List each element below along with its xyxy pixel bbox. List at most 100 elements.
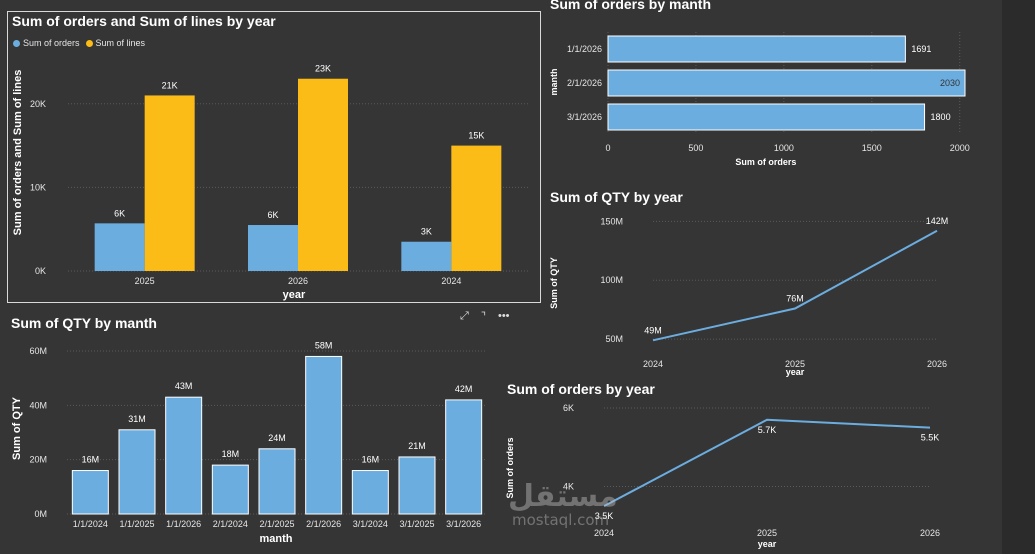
y-tick-label: 3/1/2026 — [567, 112, 602, 122]
x-axis-title: year — [786, 367, 805, 377]
bar-lines — [144, 95, 195, 271]
bar — [607, 103, 926, 131]
y-tick-label: 2/1/2026 — [567, 78, 602, 88]
y-tick-label: 20K — [30, 99, 46, 109]
data-label: 23K — [315, 64, 331, 74]
focus-mode-icon[interactable]: ⤢ — [460, 310, 469, 322]
chart-plot: 4K 6K 2024 3.5K 2025 5.7K 2026 5.5K year Sum of o… — [505, 403, 940, 549]
x-tick-label: 500 — [688, 143, 703, 153]
chart-orders-lines-by-year[interactable]: Sum of orders and Sum of lines by year S… — [7, 11, 541, 303]
data-label: 31M — [128, 414, 146, 424]
chart-plot: 50M 100M 150M 2024 49M 2025 76M 2026 142M year Sum… — [549, 216, 948, 377]
x-tick-label: 2024 — [441, 276, 461, 286]
x-tick-label: 2025 — [757, 528, 777, 538]
data-label: 16M — [82, 455, 100, 465]
y-tick-label: 40M — [29, 400, 47, 410]
data-label: 6K — [267, 210, 278, 220]
more-options-icon[interactable]: ••• — [497, 310, 510, 322]
y-tick-label: 6K — [563, 403, 574, 413]
bar — [305, 355, 343, 515]
visual-header-icons: ⤢ ⌝ ••• — [460, 310, 510, 323]
data-label: 5.5K — [921, 433, 940, 443]
x-tick-label: 1/1/2026 — [166, 519, 201, 529]
y-tick-label: 4K — [563, 482, 574, 492]
chart-title: Sum of QTY by manth — [11, 315, 157, 331]
x-axis-title: year — [758, 539, 777, 549]
x-tick-label: 2024 — [643, 359, 663, 369]
x-tick-label: 2/1/2026 — [306, 519, 341, 529]
chart-legend: Sum of orders Sum of lines — [13, 38, 145, 48]
data-label: 76M — [786, 293, 804, 303]
chart-qty-by-year[interactable]: Sum of QTY by year 50M 100M 150M 2024 49M 202… — [545, 185, 1000, 380]
x-tick-label: 3/1/2026 — [446, 519, 481, 529]
data-label: 18M — [222, 449, 240, 459]
chart-orders-by-year[interactable]: Sum of orders by year 4K 6K 2024 3.5K 2025 5.… — [503, 378, 1000, 554]
data-label: 3.5K — [595, 511, 614, 521]
y-tick-label: 100M — [600, 275, 623, 285]
watermark-arabic: مستقل — [508, 479, 618, 514]
bar — [607, 69, 966, 97]
y-tick-label: 1/1/2026 — [567, 44, 602, 54]
x-tick-label: 2024 — [594, 528, 614, 538]
x-axis-title: Sum of orders — [735, 157, 796, 167]
chart-plot: 0M 20M 40M 60M 16M 1/1/2024 31M 1/1/2025 43M 1/1/… — [11, 340, 487, 545]
bar-orders — [401, 241, 452, 271]
x-tick-label: 2/1/2024 — [213, 519, 248, 529]
data-label: 21K — [162, 80, 178, 90]
y-tick-label: 20M — [29, 455, 47, 465]
data-label: 3K — [421, 227, 432, 237]
bar-orders — [248, 225, 298, 271]
y-tick-label: 0K — [35, 266, 46, 276]
chart-title: Sum of QTY by year — [550, 189, 683, 205]
data-label: 43M — [175, 381, 193, 391]
chart-qty-by-manth[interactable]: Sum of QTY by manth 0M 20M 40M 60M 16M 1/1/20… — [7, 312, 502, 554]
data-label: 49M — [644, 325, 662, 335]
chart-title: Sum of orders by year — [507, 381, 655, 397]
x-tick-label: 0 — [605, 143, 610, 153]
y-axis-title: Sum of orders — [505, 437, 515, 498]
y-axis-title: manth — [549, 69, 559, 96]
data-label: 5.7K — [758, 425, 777, 435]
legend-swatch-blue — [13, 40, 20, 48]
x-axis-title: manth — [260, 533, 293, 545]
data-label: 1691 — [911, 44, 931, 54]
legend-item-lines[interactable]: Sum of lines — [85, 38, 146, 48]
legend-label: Sum of lines — [95, 38, 146, 48]
legend-label: Sum of orders — [23, 38, 80, 48]
y-axis-title: Sum of QTY — [549, 257, 559, 309]
bar — [398, 456, 436, 515]
x-tick-label: 3/1/2024 — [353, 519, 388, 529]
bar — [351, 470, 389, 515]
x-tick-label: 2025 — [785, 359, 805, 369]
chart-title: Sum of orders by manth — [550, 0, 712, 12]
bar-lines — [451, 145, 502, 271]
data-label: 6K — [114, 208, 125, 218]
expand-icon[interactable]: ⌝ — [480, 311, 486, 323]
chart-title: Sum of orders and Sum of lines by year — [12, 13, 276, 29]
data-label: 1800 — [931, 112, 951, 122]
chart-orders-by-manth[interactable]: Sum of orders by manth 0 500 1000 1500 2000 1… — [545, 0, 1000, 180]
x-tick-label: 1/1/2024 — [73, 519, 108, 529]
x-tick-label: 2026 — [288, 276, 308, 286]
y-tick-label: 150M — [600, 216, 623, 226]
x-axis-title: year — [283, 289, 306, 301]
chart-plot: 0K 10K 20K 6K 21K 2025 6K 23K 2026 3K 15K 2024 year S… — [12, 64, 528, 301]
y-tick-label: 10K — [30, 182, 46, 192]
bar-orders — [94, 223, 145, 271]
y-tick-label: 50M — [605, 334, 623, 344]
data-label: 58M — [315, 340, 333, 350]
x-tick-label: 2/1/2025 — [259, 519, 294, 529]
bar — [258, 448, 296, 515]
y-tick-label: 60M — [29, 346, 47, 356]
bar — [118, 429, 156, 515]
x-tick-label: 2000 — [950, 143, 970, 153]
x-tick-label: 1500 — [862, 143, 882, 153]
data-label: 2030 — [940, 78, 960, 88]
bar — [71, 470, 109, 515]
x-tick-label: 1/1/2025 — [119, 519, 154, 529]
y-axis-title: Sum of orders and Sum of lines — [12, 70, 24, 236]
bar — [165, 396, 203, 515]
series-line — [652, 229, 938, 342]
x-tick-label: 2025 — [135, 276, 155, 286]
legend-item-orders[interactable]: Sum of orders — [13, 38, 80, 48]
